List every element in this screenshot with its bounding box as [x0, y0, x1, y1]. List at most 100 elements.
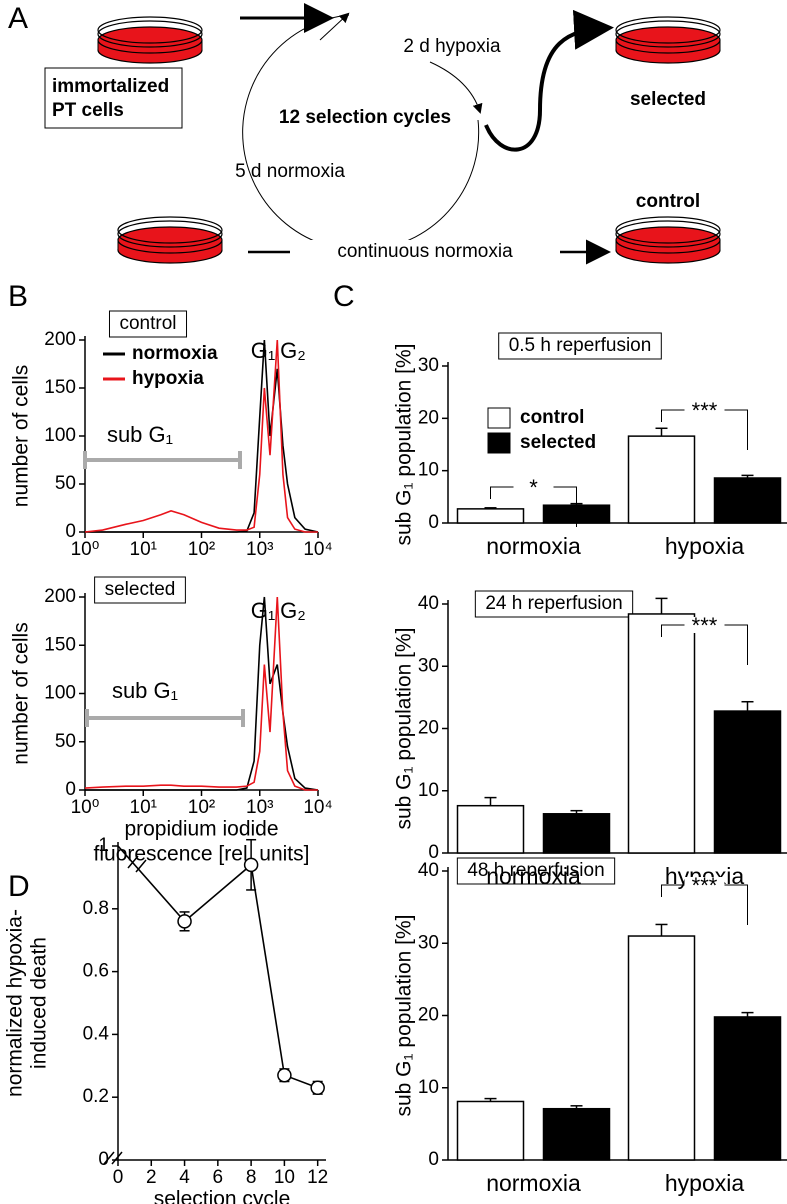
- y-tick-label: 40: [418, 593, 439, 614]
- point: [277, 1067, 292, 1083]
- bar: [713, 1016, 782, 1161]
- annotation: G₁: [251, 338, 276, 363]
- y-tick-label: 150: [44, 377, 76, 398]
- bracket-bg: [684, 617, 725, 633]
- y-tick-label: 150: [44, 634, 76, 655]
- y-tick-label: 30: [418, 655, 439, 676]
- box: [44, 67, 183, 129]
- y-tick-label: 30: [418, 355, 439, 376]
- legend-label: normoxia: [132, 343, 218, 364]
- bar: [627, 935, 696, 1161]
- y-axis-label: sub G₁ population [%]: [393, 627, 416, 829]
- x-tick-label: 12: [307, 1167, 328, 1188]
- x-tick-label: hypoxia: [665, 1170, 744, 1196]
- dish: [615, 16, 721, 64]
- annotation: ***: [692, 613, 718, 638]
- bracket-bg: [513, 479, 554, 495]
- bar: [456, 508, 525, 524]
- x-axis-label: selection cycle: [154, 1188, 291, 1204]
- y-axis-label: number of cells: [10, 365, 33, 507]
- x-tick-label: 2: [146, 1167, 157, 1188]
- axis-break: [127, 855, 147, 873]
- cycle-circle: [242, 14, 480, 251]
- annotation: *: [529, 475, 538, 500]
- y-tick-label: 1: [98, 835, 109, 856]
- axis-break: [103, 1151, 123, 1165]
- x-tick-label: hypoxia: [665, 533, 744, 559]
- panel-letter: C: [333, 280, 355, 313]
- y-tick-label: 50: [55, 731, 76, 752]
- y-tick-label: 0.4: [83, 1023, 110, 1044]
- x-tick-label: 10⁴: [303, 797, 332, 818]
- series-line: [117, 845, 318, 1089]
- x-tick-label: 10⁰: [71, 797, 100, 818]
- panel-letter: A: [8, 2, 28, 35]
- x-tick-label: 10²: [188, 539, 215, 560]
- y-tick-label: 200: [44, 586, 76, 607]
- y-tick-label: 10: [418, 1077, 439, 1098]
- bracket-bg: [684, 877, 725, 893]
- title-box: [498, 332, 662, 360]
- y-tick-label: 200: [44, 329, 76, 350]
- bar: [542, 1107, 611, 1161]
- y-axis-label: number of cells: [10, 622, 33, 764]
- series-line: [84, 339, 318, 533]
- x-tick-label: 0: [113, 1167, 124, 1188]
- legend-swatch: [487, 432, 511, 454]
- y-tick-label: 0: [428, 512, 439, 533]
- dish: [97, 16, 203, 64]
- x-tick-label: 8: [246, 1167, 257, 1188]
- point: [177, 914, 192, 929]
- title-box: [474, 590, 634, 618]
- label: control: [636, 191, 700, 212]
- label: 12 selection cycles: [279, 107, 451, 128]
- annotation: G₂: [280, 598, 306, 623]
- dish: [615, 216, 721, 264]
- panel-letter: B: [8, 280, 28, 313]
- bar: [713, 477, 782, 524]
- title-box: [456, 857, 616, 885]
- chart-title: 24 h reperfusion: [485, 593, 622, 614]
- x-tick-label: normoxia: [486, 533, 581, 559]
- series-line: [85, 339, 319, 533]
- y-tick-label: 40: [418, 860, 439, 881]
- y-tick-label: 0.6: [83, 961, 109, 982]
- x-tick-label: normoxia: [486, 1170, 581, 1196]
- label: PT cells: [52, 100, 124, 121]
- x-tick-label: 10³: [246, 797, 273, 818]
- bar: [542, 813, 611, 854]
- y-axis-label: normalized hypoxia-: [4, 909, 27, 1097]
- bar: [456, 804, 525, 854]
- dish: [117, 216, 223, 264]
- y-tick-label: 20: [418, 718, 439, 739]
- annotation: sub G₁: [107, 422, 173, 447]
- bar: [456, 1100, 525, 1161]
- arrow: [429, 61, 483, 114]
- x-tick-label: 10¹: [130, 797, 157, 818]
- x-tick-label: 4: [179, 1167, 190, 1188]
- x-tick-label: 10²: [188, 797, 215, 818]
- y-tick-label: 0: [65, 521, 76, 542]
- bar: [713, 710, 782, 854]
- x-tick-label: 10⁰: [71, 539, 100, 560]
- y-tick-label: 30: [418, 932, 439, 953]
- panel-letter: D: [8, 870, 30, 903]
- label-bg: [290, 240, 560, 264]
- arrow: [319, 12, 350, 41]
- title-box: [94, 576, 186, 604]
- point: [310, 1080, 325, 1096]
- y-tick-label: 100: [44, 425, 76, 446]
- y-tick-label: 0.8: [83, 898, 109, 919]
- title-box: [108, 310, 188, 338]
- y-tick-label: 100: [44, 683, 76, 704]
- legend-swatch: [487, 407, 511, 429]
- label: immortalized: [52, 76, 169, 97]
- chart-title: 48 h reperfusion: [467, 860, 604, 881]
- chart-title: control: [119, 313, 176, 334]
- y-axis-label: induced death: [28, 937, 51, 1069]
- y-tick-label: 50: [55, 473, 76, 494]
- x-tick-label: 10⁴: [303, 539, 332, 560]
- annotation: sub G₁: [112, 678, 178, 703]
- y-tick-label: 0: [98, 1149, 109, 1170]
